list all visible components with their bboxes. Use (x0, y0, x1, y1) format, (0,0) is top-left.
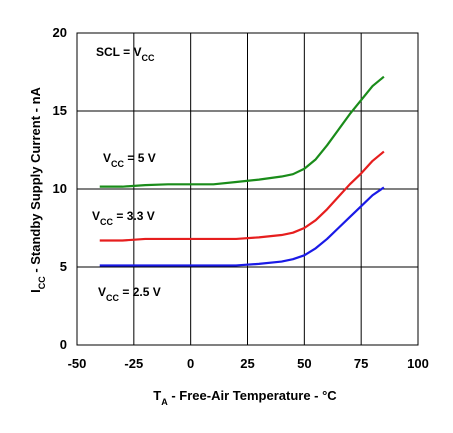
y-tick-label: 0 (60, 337, 67, 352)
annotation-vcc-5v: VCC = 5 V (103, 151, 156, 169)
y-tick-label: 15 (53, 103, 67, 118)
y-tick-label: 10 (53, 181, 67, 196)
grid (77, 33, 418, 345)
annotation-scl: SCL = VCC (96, 45, 155, 63)
y-tick-label: 20 (53, 25, 67, 40)
y-tick-label: 5 (60, 259, 67, 274)
y-tick-labels: 0 5 10 15 20 (53, 25, 67, 352)
x-tick-labels: -50 -25 0 25 50 75 100 (68, 356, 429, 371)
series-line (99, 186, 385, 267)
x-tick-label: 0 (187, 356, 194, 371)
x-tick-label: 100 (407, 356, 429, 371)
series-line (99, 75, 385, 188)
annotation-vcc-2-5v: VCC = 2.5 V (98, 285, 161, 303)
x-tick-label: -25 (124, 356, 143, 371)
x-tick-label: -50 (68, 356, 87, 371)
x-tick-label: 50 (297, 356, 311, 371)
x-tick-label: 25 (240, 356, 254, 371)
x-axis-label: TA - Free-Air Temperature - °C (153, 388, 337, 407)
plot-frame (76, 32, 419, 346)
y-axis-label: ICC - Standby Supply Current - nA (28, 86, 47, 292)
series-lines (99, 75, 385, 267)
annotation-vcc-3-3v: VCC = 3.3 V (92, 209, 155, 227)
series-line (99, 150, 385, 242)
x-tick-label: 75 (354, 356, 368, 371)
